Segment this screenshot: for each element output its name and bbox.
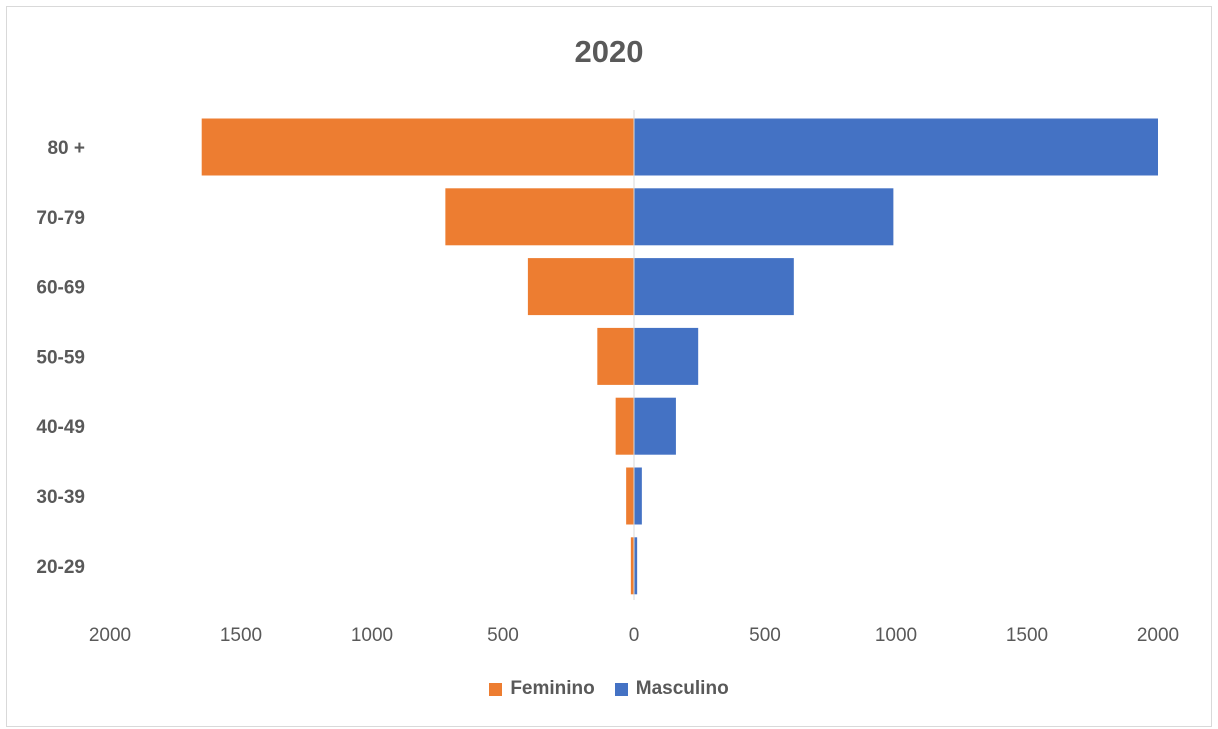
bar-masculino-20-29 — [634, 537, 638, 595]
bars-layer — [201, 118, 1158, 595]
legend-label-masculino: Masculino — [635, 678, 729, 699]
x-tick-label: 500 — [487, 625, 519, 646]
category-label: 60-69 — [36, 278, 85, 299]
bar-masculino-40-49 — [634, 397, 676, 455]
bar-masculino-30-39 — [634, 467, 642, 525]
x-tick-label: 2000 — [89, 625, 131, 646]
bar-masculino-60-69 — [634, 258, 794, 316]
bar-feminino-70-79 — [445, 188, 634, 246]
x-tick-label: 1000 — [351, 625, 393, 646]
x-tick-label: 500 — [749, 625, 781, 646]
category-label: 30-39 — [36, 487, 85, 508]
x-tick-label: 2000 — [1137, 625, 1179, 646]
category-label: 80 + — [47, 138, 85, 159]
x-tick-label: 1500 — [220, 625, 262, 646]
x-tick-label: 1500 — [1006, 625, 1048, 646]
legend-label-feminino: Feminino — [510, 678, 595, 699]
bar-masculino-70-79 — [634, 188, 894, 246]
bar-feminino-40-49 — [615, 397, 634, 455]
legend-item-masculino: Masculino — [614, 678, 729, 700]
bar-feminino-80 — [201, 118, 634, 176]
x-tick-label: 0 — [629, 625, 640, 646]
x-tick-label: 1000 — [875, 625, 917, 646]
category-label: 50-59 — [36, 347, 85, 368]
legend-swatch-masculino — [614, 682, 628, 696]
category-label: 20-29 — [36, 557, 85, 578]
legend-item-feminino: Feminino — [489, 678, 595, 700]
legend-swatch-feminino — [489, 682, 503, 696]
x-tick-labels: 2000 1500 1000 500 0 500 1000 1500 2000 — [89, 625, 1179, 646]
chart-title: 2020 — [574, 34, 644, 69]
bar-feminino-50-59 — [597, 327, 634, 385]
category-label: 70-79 — [36, 208, 85, 229]
legend: Feminino Masculino — [0, 678, 1218, 700]
category-label: 40-49 — [36, 417, 85, 438]
bar-feminino-60-69 — [527, 258, 634, 316]
bar-masculino-80 — [634, 118, 1158, 176]
bar-feminino-30-39 — [626, 467, 634, 525]
category-labels: 80 + 70-79 60-69 50-59 40-49 30-39 20-29 — [36, 138, 85, 578]
bar-masculino-50-59 — [634, 327, 699, 385]
bar-feminino-20-29 — [630, 537, 634, 595]
